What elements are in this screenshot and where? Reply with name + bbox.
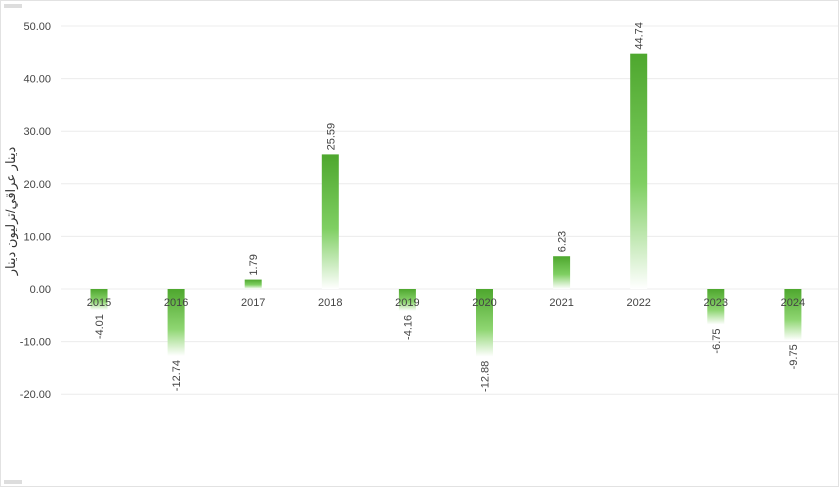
bar-2018: [321, 154, 339, 289]
x-tick-label: 2022: [626, 297, 650, 309]
data-label: -4.16: [402, 315, 414, 340]
data-label: -12.74: [171, 360, 183, 391]
x-tick-label: 2018: [318, 297, 342, 309]
x-tick-label: 2020: [472, 297, 496, 309]
bar-2021: [553, 256, 571, 289]
top-badge: [4, 4, 22, 8]
bar-2019: [398, 289, 416, 311]
data-label: -12.88: [480, 361, 492, 392]
bar-2020: [476, 289, 493, 357]
y-tick-label: 30.00: [23, 126, 51, 138]
y-tick-label: 20.00: [23, 179, 51, 191]
x-tick-label: 2016: [164, 297, 188, 309]
y-tick-label: -20.00: [20, 389, 51, 401]
y-tick-label: 0.00: [30, 284, 51, 296]
y-axis-label: دينار عراقي/ترليون دينار: [3, 147, 19, 277]
y-tick-label: -10.00: [20, 337, 51, 349]
bar-2024: [784, 289, 802, 341]
x-tick-label: 2015: [87, 297, 111, 309]
y-tick-label: 50.00: [23, 21, 51, 33]
data-label: 25.59: [325, 123, 337, 151]
data-label: 6.23: [557, 231, 569, 252]
x-tick-label: 2021: [549, 297, 573, 309]
bar-2017: [244, 279, 262, 289]
x-tick-label: 2019: [395, 297, 419, 309]
bar-2015: [90, 289, 108, 311]
y-tick-label: 10.00: [23, 231, 51, 243]
x-tick-label: 2023: [704, 297, 728, 309]
data-label: -6.75: [711, 329, 723, 354]
bottom-badge: [4, 480, 22, 484]
data-label: -9.75: [788, 344, 800, 369]
data-label: 44.74: [634, 22, 646, 50]
bar-2022: [630, 53, 648, 289]
data-label: -4.01: [94, 314, 106, 339]
x-tick-label: 2024: [781, 297, 805, 309]
bar-2016: [167, 289, 185, 357]
x-tick-label: 2017: [241, 297, 265, 309]
bar-2023: [707, 289, 725, 325]
y-tick-label: 40.00: [23, 74, 51, 86]
data-label: 1.79: [248, 254, 260, 275]
